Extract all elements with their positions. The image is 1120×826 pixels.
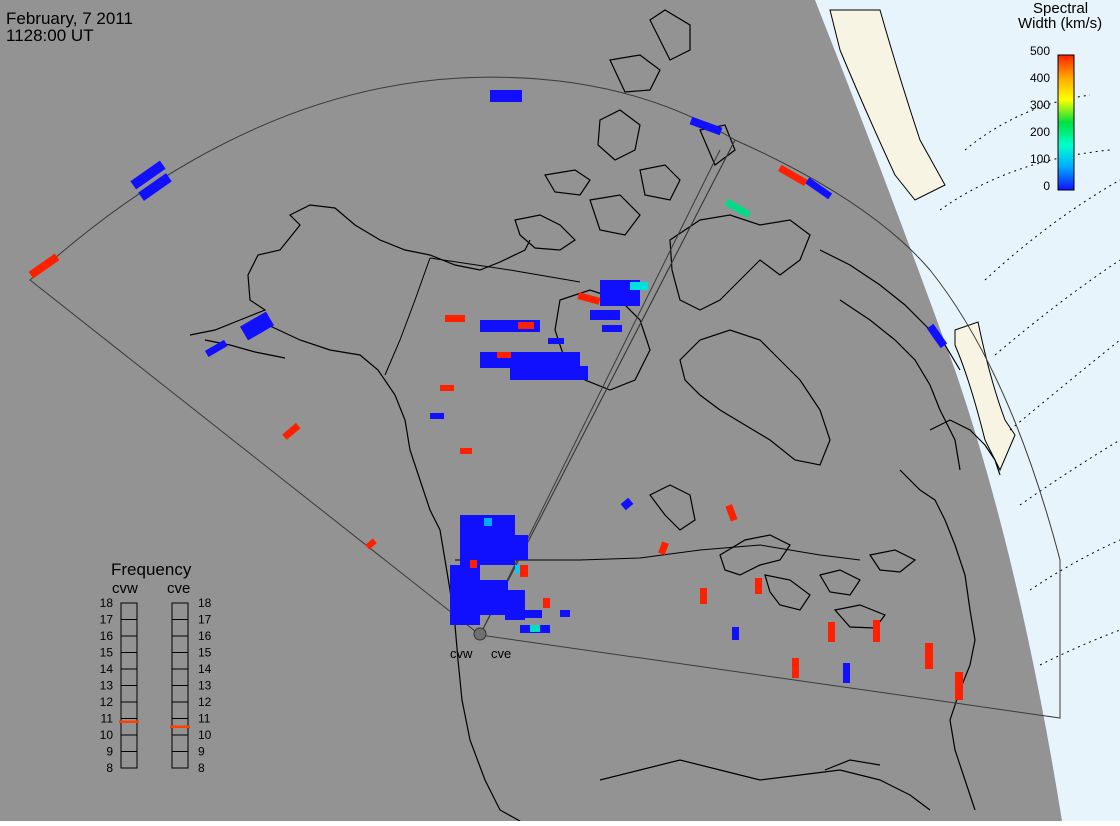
frequency-left-tick-label: 16 <box>100 629 114 643</box>
frequency-left-tick-label: 18 <box>100 596 114 610</box>
frequency-title: Frequency <box>111 560 192 579</box>
time-label: 1128:00 UT <box>6 26 94 45</box>
colorbar-tick: 500 <box>1030 44 1050 58</box>
frequency-left-tick-label: 15 <box>100 646 114 660</box>
borders <box>384 257 861 561</box>
frequency-left-tick-label: 8 <box>106 761 113 775</box>
frequency-right-tick-label: 17 <box>198 613 212 627</box>
frequency-right-tick-label: 8 <box>198 761 205 775</box>
greenland-lit-land <box>829 9 1016 472</box>
colorbar-tick: 0 <box>1043 179 1050 193</box>
colorbar-tick: 400 <box>1030 71 1050 85</box>
frequency-right-tick-label: 16 <box>198 629 212 643</box>
colorbar-scale <box>1057 54 1075 191</box>
frequency-scale-right: 18 17 16 15 14 13 12 11 10 9 8 <box>198 596 212 775</box>
colorbar-tick: 300 <box>1030 98 1050 112</box>
frequency-right-tick-label: 18 <box>198 596 212 610</box>
colorbar: Spectral Width (km/s) 500 400 300 200 10… <box>1018 0 1102 193</box>
radar-site-marker <box>473 627 487 641</box>
frequency-panel: Frequency cvw cve 18 17 16 15 14 13 12 11 10 9 8 1… <box>100 560 212 775</box>
frequency-right-tick-label: 13 <box>198 679 212 693</box>
echoes-low-width <box>130 90 948 683</box>
frequency-left-tick-label: 12 <box>100 695 114 709</box>
colorbar-tick: 100 <box>1030 152 1050 166</box>
date-label: February, 7 2011 <box>6 9 133 28</box>
frequency-right-tick-label: 11 <box>198 712 211 726</box>
frequency-left-tick-label: 9 <box>106 745 113 759</box>
frequency-right-tick-label: 14 <box>198 662 212 676</box>
frequency-left-tick-label: 11 <box>101 712 114 726</box>
colorbar-tick: 200 <box>1030 125 1050 139</box>
echoes-high-width <box>28 164 963 700</box>
frequency-scale-left: 18 17 16 15 14 13 12 11 10 9 8 <box>100 596 114 775</box>
frequency-cell <box>120 751 138 769</box>
colorbar-title-line2: Width (km/s) <box>1018 15 1102 32</box>
frequency-label-cve: cve <box>167 580 190 597</box>
frequency-right-tick-label: 10 <box>198 728 212 742</box>
frequency-bar-cvw <box>119 602 139 769</box>
daylight-region <box>815 0 1120 821</box>
radar-label-cve: cve <box>491 646 511 661</box>
frequency-right-tick-label: 15 <box>198 646 212 660</box>
latitude-grid <box>939 94 1120 666</box>
frequency-left-tick-label: 10 <box>100 728 114 742</box>
frequency-right-tick-label: 12 <box>198 695 212 709</box>
frequency-label-cvw: cvw <box>112 580 138 597</box>
frequency-cell <box>171 751 189 769</box>
frequency-bar-cve <box>170 602 190 769</box>
frequency-right-tick-label: 9 <box>198 745 205 759</box>
frequency-left-tick-label: 13 <box>100 679 114 693</box>
radar-label-cvw: cvw <box>450 646 473 661</box>
frequency-left-tick-label: 14 <box>100 662 114 676</box>
frequency-left-tick-label: 17 <box>100 613 114 627</box>
colorbar-title-line1: Spectral <box>1033 0 1088 17</box>
